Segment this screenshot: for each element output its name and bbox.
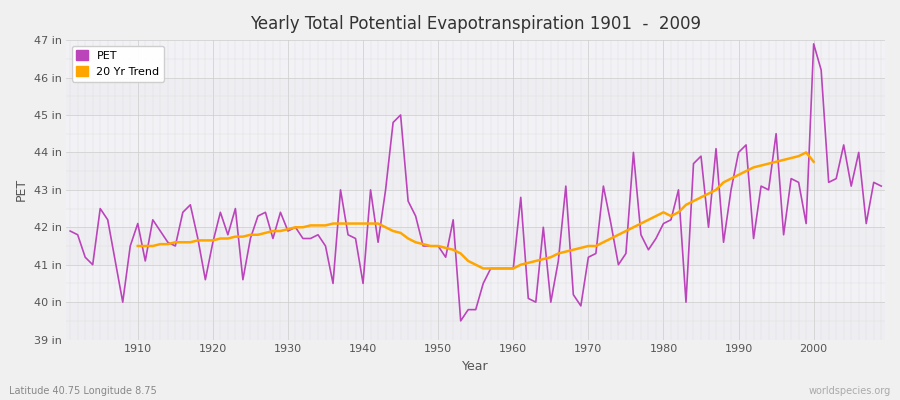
Bar xyxy=(67,190,885,227)
Bar xyxy=(67,40,885,78)
Bar xyxy=(67,78,885,115)
Bar xyxy=(67,115,885,152)
Bar xyxy=(67,265,885,302)
Bar xyxy=(67,302,885,340)
Y-axis label: PET: PET xyxy=(15,178,28,202)
Title: Yearly Total Potential Evapotranspiration 1901  -  2009: Yearly Total Potential Evapotranspiratio… xyxy=(250,15,701,33)
Text: Latitude 40.75 Longitude 8.75: Latitude 40.75 Longitude 8.75 xyxy=(9,386,157,396)
X-axis label: Year: Year xyxy=(463,360,489,373)
Bar xyxy=(67,227,885,265)
Bar xyxy=(67,152,885,190)
Legend: PET, 20 Yr Trend: PET, 20 Yr Trend xyxy=(72,46,164,82)
Text: worldspecies.org: worldspecies.org xyxy=(809,386,891,396)
